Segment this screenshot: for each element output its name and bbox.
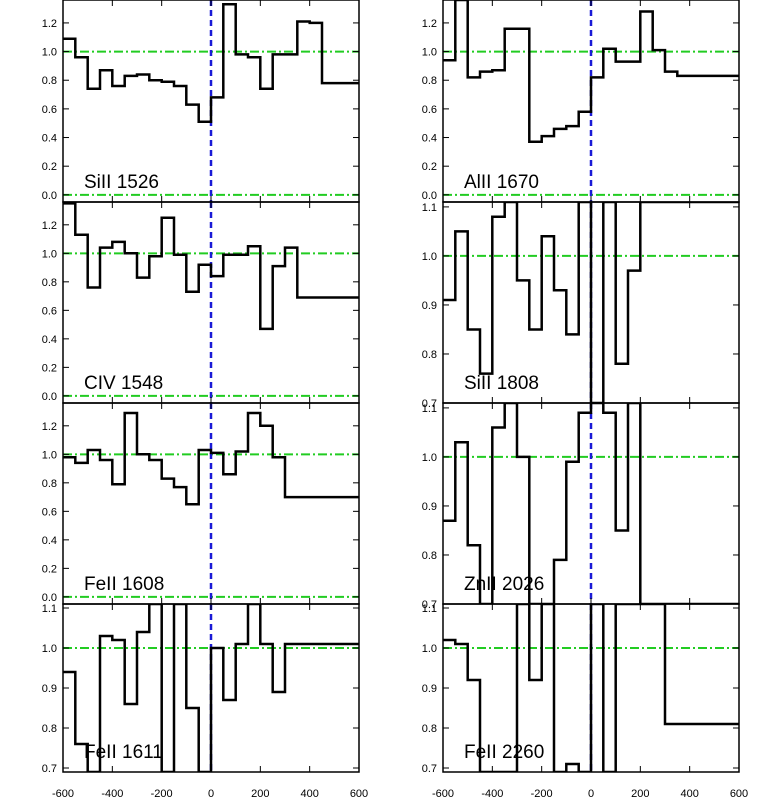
x-tick-label: 200 xyxy=(631,788,649,800)
flux-spectrum-alii-1670 xyxy=(443,0,739,144)
x-tick-label: -200 xyxy=(531,788,553,800)
panel-label-siii-1526: SiII 1526 xyxy=(84,172,159,193)
y-tick-label: 0.0 xyxy=(42,592,57,604)
y-tick-label: 1.0 xyxy=(42,449,57,461)
y-tick-label: 0.0 xyxy=(42,391,57,403)
flux-spectrum-civ-1548 xyxy=(63,202,359,331)
y-tick-label: 1.0 xyxy=(42,47,57,59)
y-tick-label: 1.2 xyxy=(42,421,57,433)
x-tick-label: -400 xyxy=(481,788,503,800)
y-tick-label: 0.9 xyxy=(42,683,57,695)
y-tick-label: 0.2 xyxy=(422,161,437,173)
y-tick-label: 1.0 xyxy=(42,643,57,655)
y-tick-label: 1.1 xyxy=(422,202,437,214)
y-tick-label: 1.0 xyxy=(422,452,437,464)
y-tick-label: 0.2 xyxy=(42,362,57,374)
x-tick-label: 0 xyxy=(208,788,214,800)
flux-spectrum-siii-1808 xyxy=(443,202,739,403)
y-tick-label: 0.4 xyxy=(42,334,57,346)
y-tick-label: 1.0 xyxy=(42,248,57,260)
y-tick-label: 0.8 xyxy=(422,349,437,361)
x-tick-label: 600 xyxy=(730,788,748,800)
flux-spectrum-znii-2026 xyxy=(443,403,739,604)
panel-label-siii-1808: SiII 1808 xyxy=(464,373,539,394)
y-tick-label: 0.0 xyxy=(422,190,437,202)
y-tick-label: 0.2 xyxy=(42,563,57,575)
y-tick-label: 0.6 xyxy=(422,104,437,116)
y-tick-label: 1.2 xyxy=(42,18,57,30)
y-tick-label: 1.2 xyxy=(42,220,57,232)
panel-znii-2026: 0.7 0.8 0.9 1.0 1.1 ZnII 2026 xyxy=(422,402,740,611)
y-tick-label: 1.1 xyxy=(422,403,437,415)
y-tick-label: 0.7 xyxy=(42,763,57,775)
y-tick-label: 0.6 xyxy=(42,506,57,518)
flux-spectrum-feii-1611 xyxy=(63,604,359,772)
flux-spectrum-feii-2260 xyxy=(443,604,739,772)
panel-feii-1608: 0.0 0.2 0.4 0.6 0.8 1.0 1.2 FeII 1608 xyxy=(42,402,360,605)
y-tick-label: 0.9 xyxy=(422,300,437,312)
y-tick-label: 0.7 xyxy=(422,599,437,611)
panel-alii-1670: 0.0 0.2 0.4 0.6 0.8 1.0 1.2 AlII 1670 xyxy=(422,0,740,203)
y-tick-label: 1.2 xyxy=(422,18,437,30)
y-tick-label: 0.8 xyxy=(422,550,437,562)
x-tick-label: 400 xyxy=(300,788,318,800)
panel-feii-1611: 0.7 0.8 0.9 1.0 1.1 FeII 1611 xyxy=(42,603,360,775)
y-tick-label: 1.0 xyxy=(422,643,437,655)
x-tick-label: 600 xyxy=(350,788,368,800)
y-tick-label: 0.6 xyxy=(42,305,57,317)
y-tick-label: 0.6 xyxy=(42,104,57,116)
x-tick-label: 200 xyxy=(251,788,269,800)
y-tick-label: 0.8 xyxy=(42,723,57,735)
y-tick-label: 1.1 xyxy=(42,603,57,615)
y-tick-label: 1.1 xyxy=(422,603,437,615)
y-tick-label: 0.9 xyxy=(422,683,437,695)
x-tick-label: -200 xyxy=(151,788,173,800)
x-tick-label: 400 xyxy=(680,788,698,800)
panel-label-alii-1670: AlII 1670 xyxy=(464,172,539,193)
y-tick-label: 0.4 xyxy=(42,535,57,547)
x-tick-label: 0 xyxy=(588,788,594,800)
panel-label-feii-2260: FeII 2260 xyxy=(464,742,544,763)
panel-siii-1808: 0.7 0.8 0.9 1.0 1.1 SiII 1808 xyxy=(422,201,740,410)
y-tick-label: 1.0 xyxy=(422,251,437,263)
panel-feii-2260: 0.7 0.8 0.9 1.0 1.1 FeII 2260 xyxy=(422,603,740,775)
y-tick-label: 0.4 xyxy=(422,133,437,145)
x-tick-label: -600 xyxy=(432,788,454,800)
y-tick-label: 0.8 xyxy=(422,723,437,735)
panel-label-feii-1611: FeII 1611 xyxy=(84,742,163,763)
y-tick-label: 0.7 xyxy=(422,763,437,775)
panel-siii-1526: 0.0 0.2 0.4 0.6 0.8 1.0 1.2 SiII 1526 xyxy=(42,0,360,203)
panel-label-znii-2026: ZnII 2026 xyxy=(464,574,544,595)
panel-civ-1548: 0.0 0.2 0.4 0.6 0.8 1.0 1.2 CIV 1548 xyxy=(42,201,360,404)
y-tick-label: 1.0 xyxy=(422,47,437,59)
y-tick-label: 0.8 xyxy=(422,75,437,87)
y-tick-label: 0.8 xyxy=(42,75,57,87)
flux-spectrum-feii-1608 xyxy=(63,411,359,506)
y-tick-label: 0.8 xyxy=(42,478,57,490)
x-tick-label: -400 xyxy=(101,788,123,800)
y-tick-label: 0.8 xyxy=(42,277,57,289)
y-tick-label: 0.0 xyxy=(42,190,57,202)
flux-spectrum-siii-1526 xyxy=(63,3,359,124)
panel-label-feii-1608: FeII 1608 xyxy=(84,574,164,595)
y-tick-label: 0.4 xyxy=(42,133,57,145)
y-tick-label: 0.2 xyxy=(42,161,57,173)
y-tick-label: 0.9 xyxy=(422,501,437,513)
panel-label-civ-1548: CIV 1548 xyxy=(84,373,163,394)
y-tick-label: 0.7 xyxy=(422,398,437,410)
x-tick-label: -600 xyxy=(52,788,74,800)
